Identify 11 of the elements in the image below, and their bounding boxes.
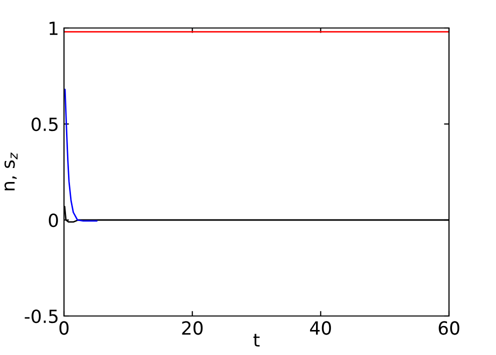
y-tick-label: 1 xyxy=(50,22,58,35)
y-tick-label: 0.5 xyxy=(32,117,58,132)
y-tick-label: 0 xyxy=(48,213,58,228)
x-tick-label: 60 xyxy=(438,321,460,335)
x-tick-label: 0 xyxy=(59,321,69,335)
x-axis-title: t xyxy=(253,334,260,346)
line-series xyxy=(64,88,98,222)
y-axis-title: n, s$_{z}$ xyxy=(4,152,18,190)
x-tick-label: 20 xyxy=(182,321,203,335)
y-tick-label: -0.5 xyxy=(24,309,58,324)
x-tick-label: 40 xyxy=(310,321,331,335)
